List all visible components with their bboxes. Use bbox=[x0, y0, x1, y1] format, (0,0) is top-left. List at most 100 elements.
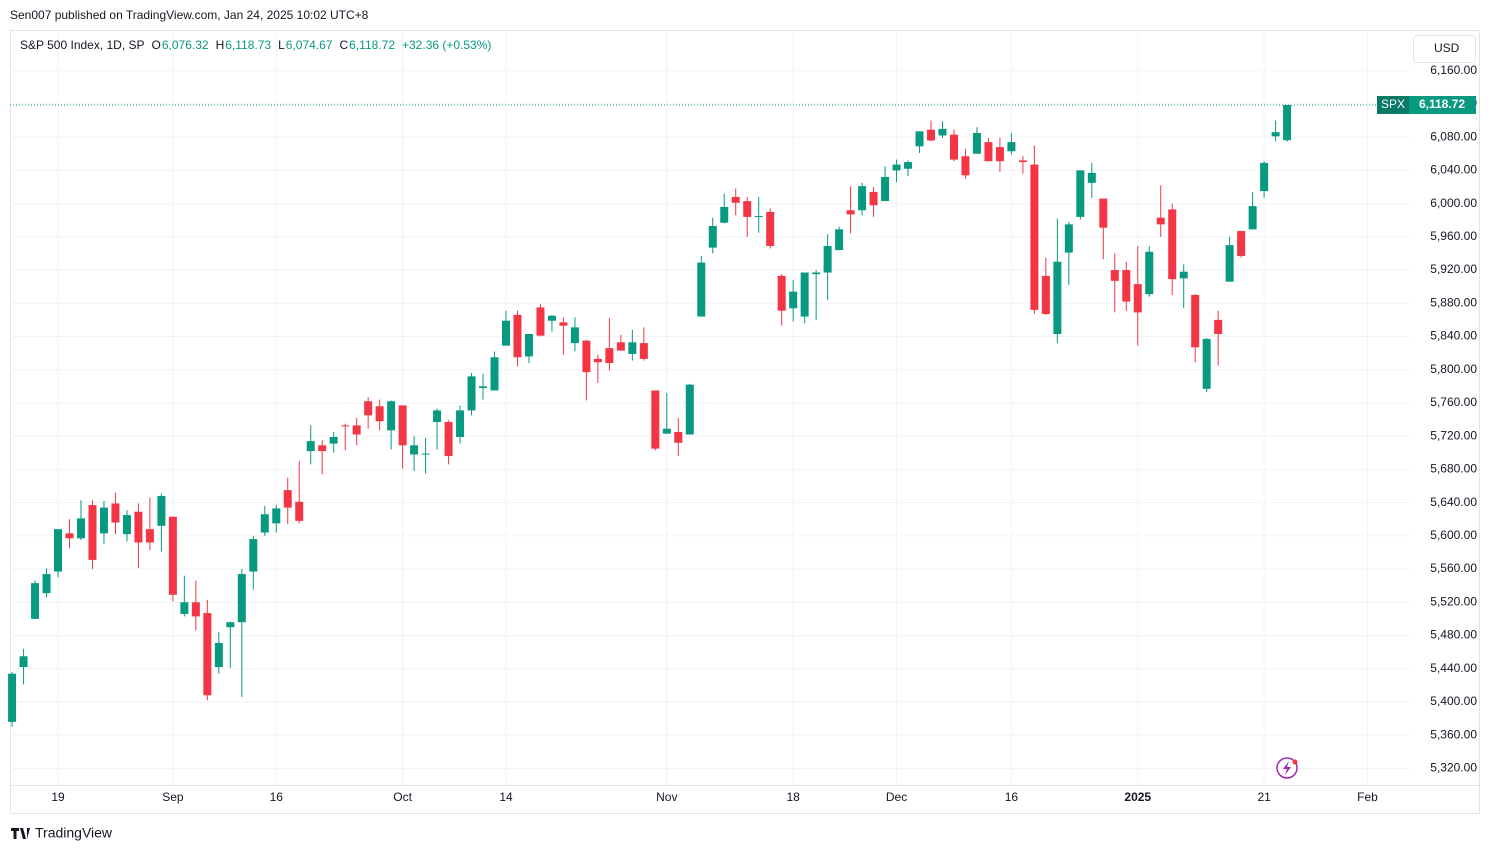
candle-body bbox=[1202, 338, 1211, 389]
candle-body bbox=[812, 272, 821, 275]
currency-box[interactable] bbox=[1413, 35, 1476, 63]
y-tick-label: 5,600.00 bbox=[1430, 528, 1477, 542]
candle-body bbox=[19, 656, 28, 668]
candle-body bbox=[662, 428, 671, 434]
candle-body bbox=[203, 613, 212, 696]
candle-body bbox=[341, 425, 350, 427]
legend-value: 6,076.32 bbox=[162, 38, 209, 52]
candle-body bbox=[570, 327, 579, 344]
candle-body bbox=[42, 574, 51, 594]
candle-body bbox=[961, 156, 970, 176]
candle-body bbox=[456, 410, 465, 437]
candle-body bbox=[869, 191, 878, 206]
brand[interactable]: TradingView bbox=[35, 825, 113, 841]
candle-body bbox=[1122, 270, 1131, 302]
candle-body bbox=[766, 211, 775, 246]
candle-body bbox=[1179, 271, 1188, 279]
candle-body bbox=[283, 490, 292, 508]
candle-body bbox=[410, 445, 419, 455]
y-tick-label: 6,040.00 bbox=[1430, 163, 1477, 177]
candle-body bbox=[904, 162, 913, 169]
candle-body bbox=[674, 432, 683, 443]
candle-body bbox=[938, 128, 947, 136]
candle-body bbox=[88, 505, 97, 560]
legend-change: +32.36 (+0.53%) bbox=[402, 38, 491, 52]
candle-body bbox=[1076, 170, 1085, 217]
y-tick-label: 5,840.00 bbox=[1430, 329, 1477, 343]
candle-body bbox=[364, 401, 373, 416]
candle-body bbox=[547, 315, 556, 321]
y-tick-label: 5,920.00 bbox=[1430, 262, 1477, 276]
candle-body bbox=[892, 164, 901, 171]
candle-body bbox=[1237, 231, 1246, 256]
candle-body bbox=[800, 272, 809, 317]
candle-body bbox=[628, 342, 637, 354]
chart-frame bbox=[10, 30, 1480, 814]
candle-body bbox=[76, 518, 85, 539]
candle-body bbox=[697, 262, 706, 317]
x-tick-label: 18 bbox=[786, 790, 800, 804]
last-price-value: 6,118.72 bbox=[1419, 97, 1465, 111]
candle-body bbox=[180, 602, 189, 614]
candle-body bbox=[421, 453, 430, 455]
candle-body bbox=[1053, 261, 1062, 334]
x-tick-label: 2025 bbox=[1124, 790, 1151, 804]
candle-body bbox=[995, 147, 1004, 162]
candle-body bbox=[191, 602, 200, 617]
candle-body bbox=[1030, 164, 1039, 310]
candle-body bbox=[1271, 132, 1280, 137]
candle-body bbox=[99, 507, 108, 534]
candle-body bbox=[352, 425, 361, 435]
x-tick-label: 14 bbox=[499, 790, 513, 804]
candle-body bbox=[295, 501, 304, 521]
candle-body bbox=[835, 229, 844, 251]
candle-body bbox=[1133, 284, 1142, 313]
candle-body bbox=[237, 574, 246, 623]
candle-body bbox=[731, 196, 740, 203]
y-tick-label: 5,960.00 bbox=[1430, 229, 1477, 243]
candle-body bbox=[858, 186, 867, 211]
candle-body bbox=[467, 376, 476, 411]
y-tick-label: 5,560.00 bbox=[1430, 561, 1477, 575]
y-tick-label: 5,720.00 bbox=[1430, 428, 1477, 442]
candle-body bbox=[318, 445, 327, 452]
y-tick-label: 5,400.00 bbox=[1430, 694, 1477, 708]
publisher: Sen007 published on TradingView.com, Jan… bbox=[10, 8, 369, 22]
candle-body bbox=[31, 583, 40, 619]
candle-body bbox=[157, 495, 166, 526]
last-price-symbol-box bbox=[1377, 95, 1409, 114]
candle-body bbox=[593, 358, 602, 363]
candle-body bbox=[1156, 217, 1165, 225]
candle-body bbox=[65, 533, 74, 539]
candle-body bbox=[582, 340, 591, 373]
currency[interactable]: USD bbox=[1434, 41, 1460, 55]
candle-body bbox=[1191, 294, 1200, 348]
y-tick-label: 5,640.00 bbox=[1430, 495, 1477, 509]
candle-body bbox=[145, 529, 154, 543]
x-tick-label: Sep bbox=[162, 790, 184, 804]
candle-body bbox=[272, 508, 281, 524]
candle-body bbox=[754, 216, 763, 218]
candle-body bbox=[398, 405, 407, 446]
candle-body bbox=[536, 307, 545, 336]
candle-body bbox=[1214, 319, 1223, 334]
candle-body bbox=[1225, 245, 1234, 282]
candle-body bbox=[1087, 172, 1096, 183]
legend-key: H bbox=[216, 38, 225, 52]
candle-body bbox=[306, 441, 315, 452]
brand-logo[interactable] bbox=[11, 828, 30, 839]
candle-body bbox=[1018, 160, 1027, 163]
candle-body bbox=[605, 348, 614, 364]
candle-body bbox=[651, 390, 660, 449]
candle-body bbox=[1168, 209, 1177, 280]
candle-body bbox=[1248, 206, 1257, 230]
y-tick-label: 5,680.00 bbox=[1430, 462, 1477, 476]
candle-body bbox=[111, 503, 120, 523]
lightning-icon[interactable] bbox=[1276, 757, 1298, 779]
candle-body bbox=[1064, 224, 1073, 253]
y-tick-label: 6,000.00 bbox=[1430, 196, 1477, 210]
candle-body bbox=[214, 642, 223, 668]
candle-body bbox=[479, 386, 488, 388]
candle-body bbox=[616, 342, 625, 351]
